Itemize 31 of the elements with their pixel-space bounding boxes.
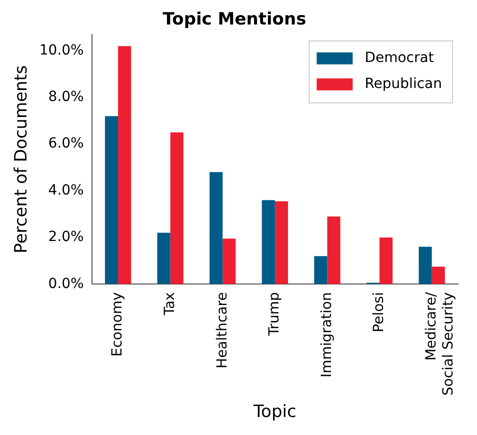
- bar: [104, 116, 118, 284]
- x-tick-label: Medicare/ Social Security: [423, 292, 456, 396]
- y-tick-label: 10.0%: [39, 42, 84, 58]
- bar: [170, 132, 184, 284]
- x-tick-label: Healthcare: [214, 292, 230, 368]
- bar: [262, 200, 275, 284]
- x-tick-label: Trump: [266, 292, 283, 337]
- bar: [314, 256, 328, 284]
- y-axis-title: Percent of Documents: [12, 65, 32, 254]
- bar: [222, 238, 236, 284]
- x-tick-label: Pelosi: [371, 292, 388, 332]
- x-axis-title: Topic: [252, 402, 296, 422]
- bar: [157, 232, 170, 284]
- chart-title: Topic Mentions: [162, 10, 306, 30]
- y-tick-label: 4.0%: [48, 182, 84, 198]
- bar: [274, 201, 288, 284]
- bar: [327, 216, 340, 284]
- x-tick-label: Tax: [162, 292, 178, 316]
- legend-label: Democrat: [364, 50, 434, 66]
- x-tick-label: Economy: [110, 292, 126, 357]
- legend-label: Republican: [364, 76, 442, 92]
- bar: [210, 172, 223, 284]
- bar: [380, 237, 393, 284]
- y-tick-label: 0.0%: [48, 276, 84, 292]
- y-tick-label: 6.0%: [48, 136, 84, 152]
- bar: [432, 266, 445, 284]
- bar: [118, 46, 132, 284]
- y-tick-label: 8.0%: [48, 89, 84, 106]
- y-tick-label: 2.0%: [48, 229, 84, 246]
- x-tick-label: Immigration: [318, 292, 335, 378]
- bar: [418, 246, 432, 284]
